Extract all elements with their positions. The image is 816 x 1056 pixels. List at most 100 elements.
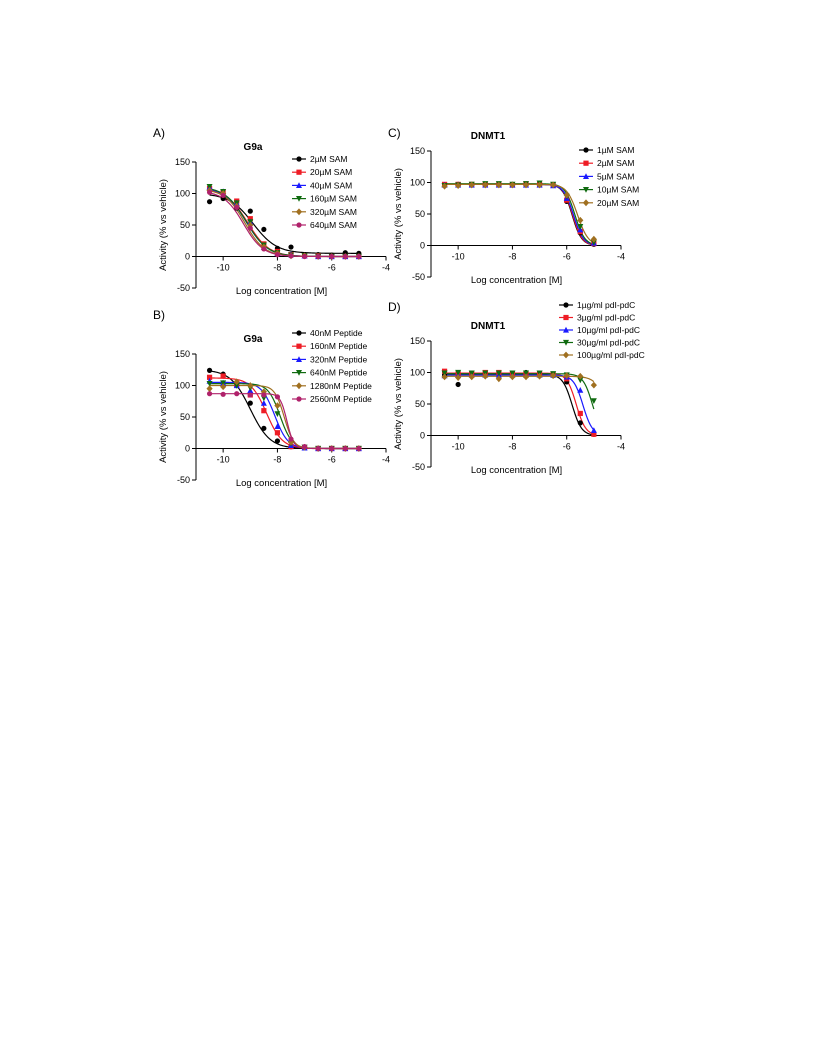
data-point [261,408,267,414]
data-point [509,373,516,381]
legend-marker [296,156,302,162]
data-point [234,204,240,210]
y-tick-label: 100 [410,178,425,188]
data-point [468,373,475,381]
data-point [288,253,294,259]
data-point [522,373,530,381]
y-tick-label: 0 [185,444,190,454]
series-100ug-ml-pdi-pdc [441,372,597,389]
legend-marker [295,208,303,216]
data-point [206,199,213,205]
data-point [247,225,253,231]
y-tick-label: -50 [412,272,425,282]
panel-letter: C) [388,126,401,140]
y-axis-label: Activity (% vs vehicle) [393,168,404,260]
data-point [220,373,226,379]
data-point [356,253,362,260]
data-point [274,394,281,400]
data-point [315,445,321,452]
x-tick-label: -6 [563,442,571,452]
panel-c: C) DNMT1 -50 0 50 100 150 -10 -8 -6 -4 Log concentr… [385,126,645,301]
legend-marker [295,382,303,390]
data-point [329,445,335,452]
y-tick-label: 150 [175,157,190,167]
data-point [220,391,226,397]
legend-label: 320nM Peptide [310,354,367,364]
series-2560nm-peptide [206,391,362,452]
data-point [591,431,597,437]
x-tick-label: -8 [273,455,281,465]
panel-d: D) DNMT1 -50 0 50 100 150 -10 -8 -6 -4 Log concentr… [385,300,645,476]
chart-title: DNMT1 [471,131,506,142]
data-point [206,183,213,190]
legend-label: 1280nM Peptide [310,381,372,391]
data-point [455,381,461,388]
legend-marker [562,351,570,359]
y-tick-label: 100 [410,368,425,378]
x-axis-label: Log concentration [M] [471,275,562,286]
data-point [274,411,281,418]
data-point [342,253,348,260]
legend-label: 160µM SAM [310,194,357,204]
panel-b: B) G9a -50 0 50 100 150 -10 -8 -6 -4 Log concentrat… [150,308,410,489]
legend-marker [296,182,302,188]
data-point [206,391,213,397]
legend-label: 640µM SAM [310,220,357,230]
data-point [301,253,308,260]
x-tick-label: -8 [508,442,516,452]
legend-label: 2µM SAM [310,154,348,164]
legend-label: 2560nM Peptide [310,394,372,404]
x-tick-label: -8 [508,252,516,262]
series-640um-sam [206,189,362,260]
legend-marker [563,339,569,346]
series-10ug-ml-pdi-pdc [441,371,597,434]
legend-marker [296,356,302,362]
legend: 2µM SAM 20µM SAM 40µM SAM 160µM SAM 320µM SA… [292,154,357,230]
legend-marker [296,196,302,202]
data-point [233,382,240,389]
data-point [261,425,267,431]
data-point [288,244,294,250]
data-point [329,253,335,260]
y-tick-label: -50 [177,475,190,485]
legend-label: 2µM SAM [597,158,635,168]
data-point [274,423,281,430]
panel-a: A) G9a -50 0 50 100 150 -10 -8 -6 -4 Log concentrat… [150,126,410,301]
fit-curve-1ug-ml-pdi-pdc [444,373,594,436]
panel-letter: B) [153,308,165,322]
data-point [220,192,226,198]
data-point [206,189,213,195]
chart-svg: A) G9a -50 0 50 100 150 -10 -8 -6 -4 Log concentrat… [153,126,390,297]
y-tick-label: 150 [410,146,425,156]
series-1ug-ml-pdi-pdc [441,369,597,437]
series-30ug-ml-pdi-pdc [441,369,597,405]
data-point [577,410,583,417]
legend-label: 3µg/ml pdI-pdC [577,313,635,323]
data-point [577,224,584,230]
legend: 40nM Peptide 160nM Peptide 320nM Peptide 64… [292,328,372,404]
y-axis-label: Activity (% vs vehicle) [158,179,169,271]
y-tick-label: 100 [175,189,190,199]
x-tick-label: -4 [382,263,390,273]
legend-label: 1µM SAM [597,145,635,155]
data-point [577,420,583,426]
y-tick-label: 50 [180,412,190,422]
data-point [468,370,475,377]
y-tick-label: 150 [410,336,425,346]
data-point [590,427,597,434]
y-tick-label: 50 [415,209,425,219]
data-point [301,444,308,450]
legend-marker [563,302,569,308]
data-point [523,370,529,377]
y-axis-label: Activity (% vs vehicle) [158,371,169,463]
x-tick-label: -4 [382,455,390,465]
data-point [577,386,584,393]
data-point [274,402,281,410]
legend-marker [583,160,589,166]
legend-label: 40µM SAM [310,180,352,190]
legend-marker [563,314,569,321]
y-tick-label: 50 [415,399,425,409]
legend-marker [563,326,569,333]
chart-svg: C) DNMT1 -50 0 50 100 150 -10 -8 -6 -4 Log concentr… [388,126,639,286]
x-tick-label: -4 [617,252,625,262]
